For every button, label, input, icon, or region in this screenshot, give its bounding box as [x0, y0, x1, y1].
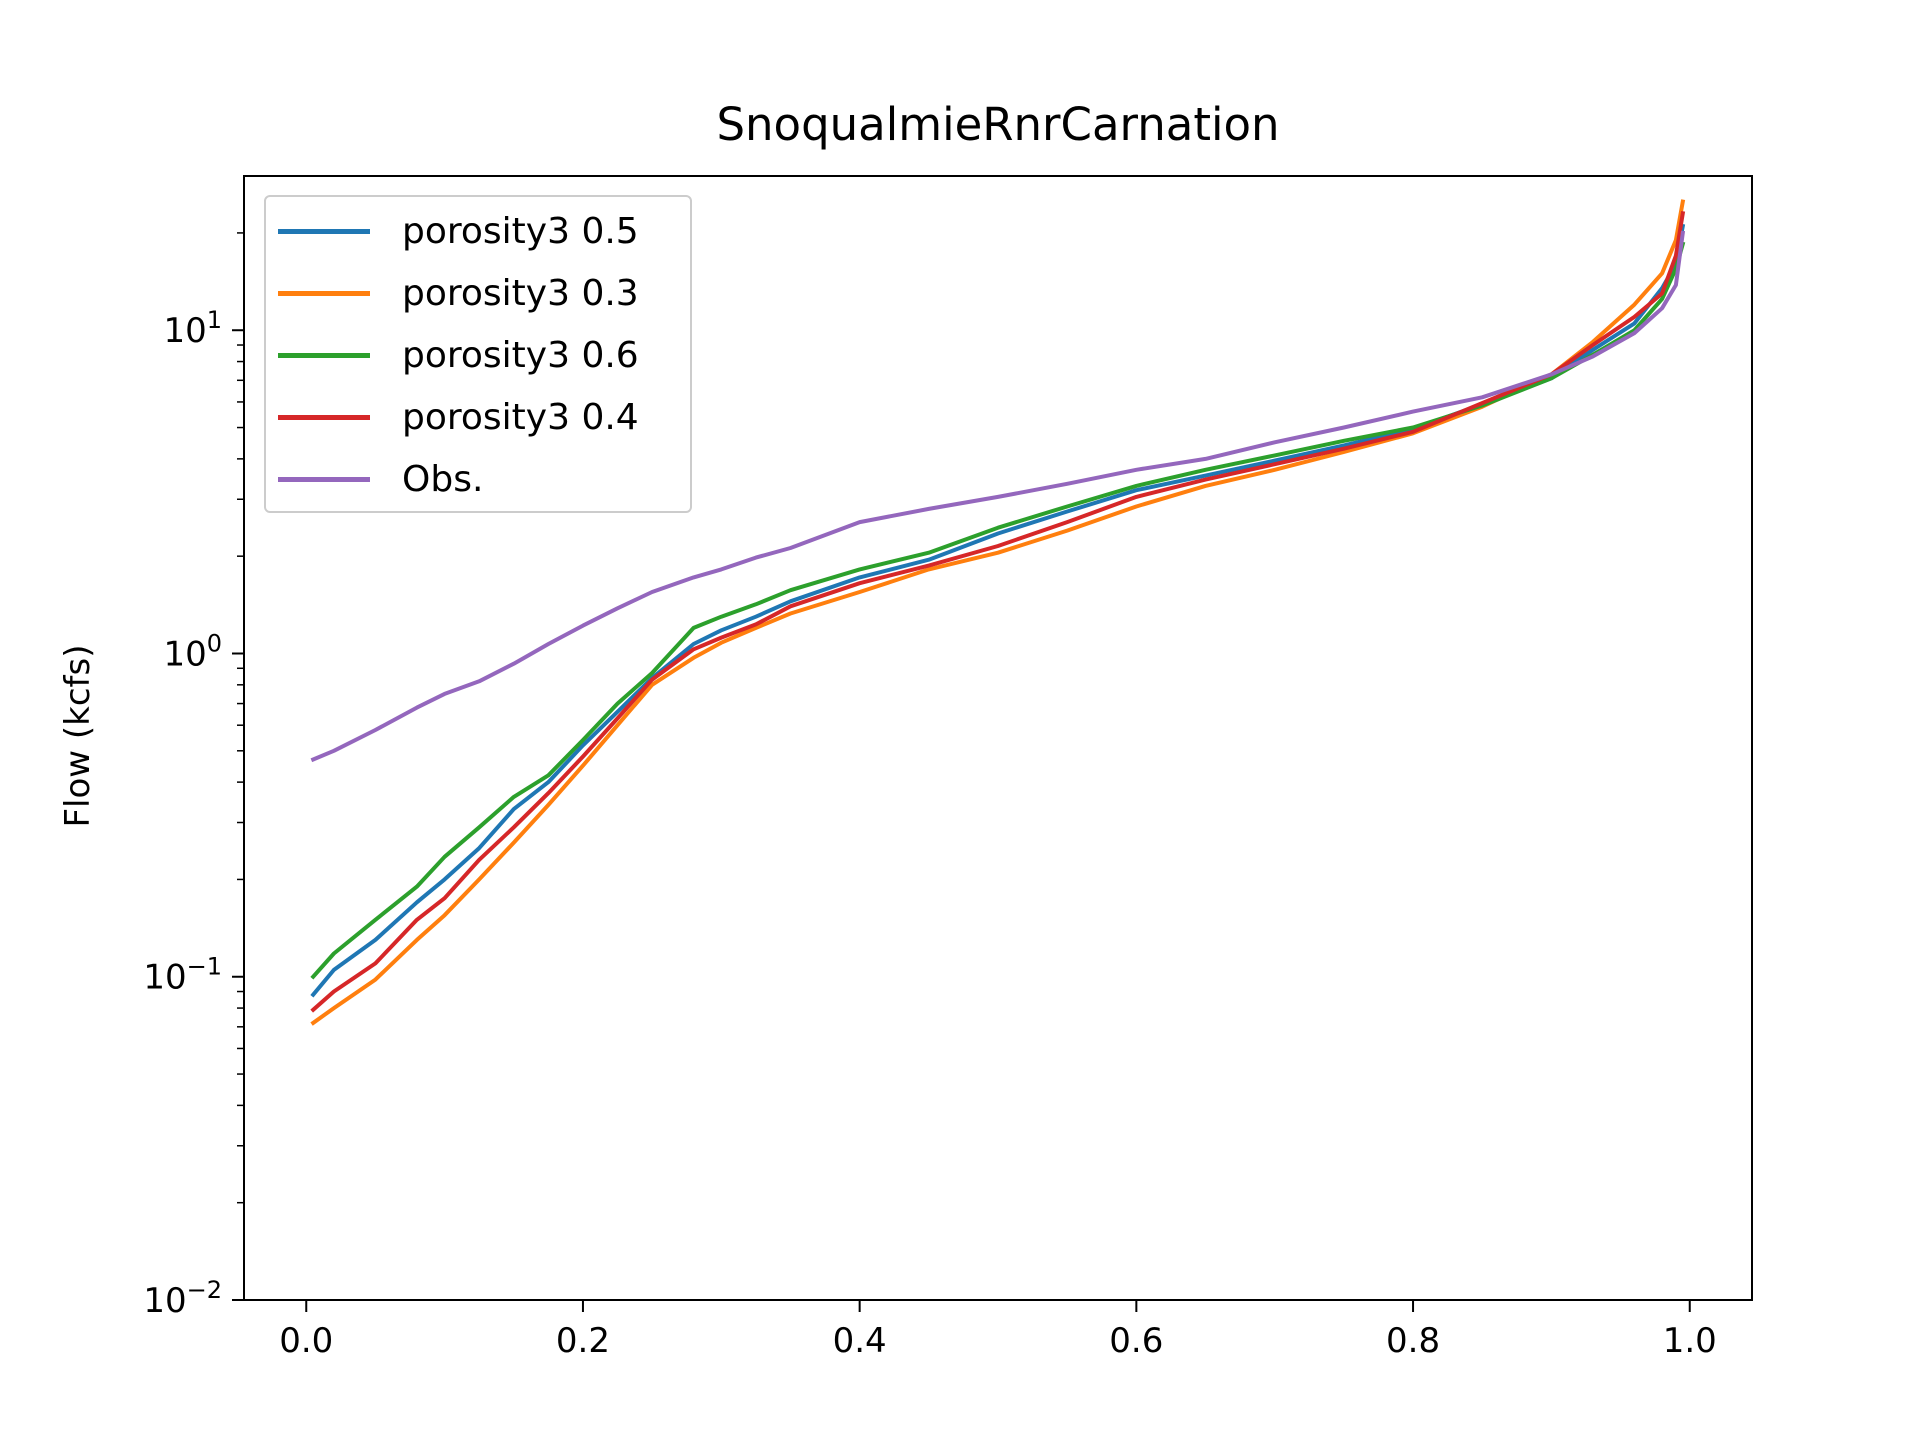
y-tick-label: 10−1	[143, 953, 222, 998]
legend-label: porosity3 0.3	[402, 272, 639, 314]
legend-swatch	[278, 228, 370, 234]
y-tick-label: 101	[163, 306, 222, 351]
legend: porosity3 0.5 porosity3 0.3 porosity3 0.…	[264, 195, 692, 513]
series-layer	[310, 199, 1686, 1026]
legend-item-porosity3-0-4: porosity3 0.4	[278, 396, 639, 438]
legend-item-porosity3-0-5: porosity3 0.5	[278, 210, 639, 252]
legend-swatch	[278, 290, 370, 296]
x-tick-label: 0.2	[556, 1321, 610, 1361]
legend-item-obs: Obs.	[278, 458, 484, 500]
legend-label: porosity3 0.5	[402, 210, 639, 252]
legend-label: porosity3 0.6	[402, 334, 639, 376]
x-tick-label: 0.0	[279, 1321, 333, 1361]
legend-label: porosity3 0.4	[402, 396, 639, 438]
legend-swatch	[278, 414, 370, 420]
x-tick-label: 0.8	[1386, 1321, 1440, 1361]
legend-label: Obs.	[402, 458, 484, 500]
chart-title: SnoqualmieRnrCarnation	[716, 98, 1280, 151]
series-line-obs	[310, 230, 1686, 763]
y-axis-ticks: 10−2 10−1 100 101	[143, 232, 244, 1321]
x-axis-ticks: 0.0 0.2 0.4 0.6 0.8 1.0	[279, 1300, 1717, 1361]
legend-item-porosity3-0-3: porosity3 0.3	[278, 272, 639, 314]
x-tick-label: 0.6	[1109, 1321, 1163, 1361]
y-tick-label: 100	[163, 629, 222, 674]
plot-frame	[243, 175, 1753, 1301]
legend-swatch	[278, 476, 370, 482]
y-axis-label: Flow (kcfs)	[58, 644, 98, 828]
legend-swatch	[278, 352, 370, 358]
series-line-porosity3-0-6	[310, 241, 1686, 980]
x-tick-label: 1.0	[1663, 1321, 1717, 1361]
legend-item-porosity3-0-6: porosity3 0.6	[278, 334, 639, 376]
x-tick-label: 0.4	[833, 1321, 887, 1361]
y-tick-label: 10−2	[143, 1276, 222, 1321]
